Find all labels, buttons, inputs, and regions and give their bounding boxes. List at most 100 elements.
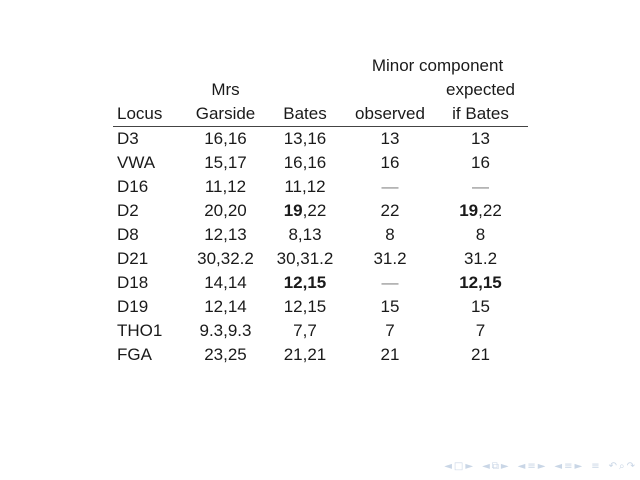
value-cell: 16 — [433, 151, 528, 175]
allele-text: 12,15 — [283, 297, 327, 316]
nav-symbol-icon[interactable]: ◄ — [554, 461, 563, 472]
value-cell: 7,7 — [263, 319, 347, 343]
allele-text: 13 — [380, 129, 400, 148]
value-cell: 9.3,9.3 — [188, 319, 263, 343]
value-cell: 30,32.2 — [188, 247, 263, 271]
section-nav: ◄ ≡ ► — [554, 461, 582, 473]
value-cell: 15,17 — [188, 151, 263, 175]
minor-component-header: Minor component — [371, 56, 504, 75]
value-cell: 12,15 — [263, 271, 347, 295]
highlighted-allele: 12,15 — [283, 273, 327, 292]
value-cell: 13,16 — [263, 127, 347, 152]
value-cell: 8 — [433, 223, 528, 247]
value-cell: 16,16 — [263, 151, 347, 175]
value-cell: 19,22 — [263, 199, 347, 223]
nav-symbol-icon[interactable]: ► — [537, 461, 546, 472]
locus-cell: D18 — [117, 273, 149, 292]
highlighted-allele: 12,15 — [459, 273, 502, 292]
value-cell: 21 — [347, 343, 433, 367]
table-row: D2 20,20 19,22 22 19,22 — [113, 199, 528, 223]
allele-text: 22 — [380, 201, 400, 220]
value-cell: 8 — [347, 223, 433, 247]
allele-text: 30,32.2 — [197, 249, 254, 268]
nav-symbol-icon[interactable]: ≡ — [591, 461, 600, 472]
locus-cell: D3 — [117, 129, 139, 148]
allele-text: 31.2 — [373, 249, 407, 268]
allele-text: 8 — [475, 225, 486, 244]
highlighted-allele: 19 — [459, 201, 479, 220]
header-spacer — [263, 78, 347, 102]
expected-header: expected — [446, 80, 515, 99]
mrs-header: Mrs — [211, 80, 240, 99]
highlighted-allele: 19 — [283, 201, 303, 220]
allele-text: 16,16 — [283, 153, 327, 172]
nav-symbol-icon[interactable]: ≡ — [564, 461, 573, 472]
header-spacer — [113, 78, 188, 102]
value-cell: 31.2 — [347, 247, 433, 271]
value-cell: 7 — [433, 319, 528, 343]
allele-text: 12,14 — [204, 297, 247, 316]
frame-back-forward-nav: ◄ □ ► — [444, 461, 473, 473]
locus-cell: FGA — [117, 345, 152, 364]
allele-text: 21 — [380, 345, 400, 364]
nav-symbol-icon[interactable]: ► — [465, 461, 474, 472]
nav-symbol-icon[interactable]: □ — [453, 461, 464, 472]
value-cell: 8,13 — [263, 223, 347, 247]
allele-text: 11,12 — [204, 177, 247, 196]
allele-text: 21 — [471, 345, 490, 364]
value-cell: 12,15 — [263, 295, 347, 319]
locus-cell: D2 — [117, 201, 139, 220]
allele-text: — — [381, 177, 399, 196]
value-cell: — — [347, 271, 433, 295]
allele-text: 15 — [380, 297, 400, 316]
value-cell: 21,21 — [263, 343, 347, 367]
value-cell: 21 — [433, 343, 528, 367]
value-cell: 16,16 — [188, 127, 263, 152]
value-cell: 7 — [347, 319, 433, 343]
nav-symbol-icon[interactable]: ⌕ — [619, 461, 625, 472]
column-header-bates: Bates — [263, 102, 347, 127]
table-row: D3 16,16 13,16 13 13 — [113, 127, 528, 152]
allele-text: 15 — [471, 297, 490, 316]
value-cell: 12,14 — [188, 295, 263, 319]
table-row: FGA 23,25 21,21 21 21 — [113, 343, 528, 367]
header-row-sub: Mrs expected — [113, 78, 528, 102]
allele-text: ,22 — [478, 201, 502, 220]
allele-text: 11,12 — [284, 177, 326, 196]
presentation-end-nav: ≡ — [591, 461, 599, 473]
nav-symbol-icon[interactable]: ≡ — [527, 461, 536, 472]
beamer-navigation-bar: ◄ □ ► ◄ ⧉ ► ◄ ≡ ► ◄ ≡ ► ≡ ↶ ⌕ ↷ — [444, 461, 635, 473]
table-row: VWA 15,17 16,16 16 16 — [113, 151, 528, 175]
allele-text: 23,25 — [204, 345, 247, 364]
value-cell: 12,13 — [188, 223, 263, 247]
allele-text: 21,21 — [283, 345, 327, 364]
allele-text: 16,16 — [204, 129, 247, 148]
value-cell: — — [347, 175, 433, 199]
nav-symbol-icon[interactable]: ↷ — [626, 461, 635, 472]
value-cell: 22 — [347, 199, 433, 223]
allele-text: — — [472, 177, 489, 196]
subsection-nav: ◄ ≡ ► — [518, 461, 546, 473]
column-header-if-bates: if Bates — [433, 102, 528, 127]
nav-symbol-icon[interactable]: ► — [574, 461, 583, 472]
allele-text: 30,31.2 — [276, 249, 334, 268]
table-row: D16 11,12 11,12 — — — [113, 175, 528, 199]
nav-symbol-icon[interactable]: ◄ — [517, 461, 526, 472]
allele-text: 7,7 — [293, 321, 317, 340]
nav-symbol-icon[interactable]: ► — [500, 461, 509, 472]
value-cell: 20,20 — [188, 199, 263, 223]
nav-symbol-icon[interactable]: ↶ — [608, 461, 617, 472]
nav-symbol-icon[interactable]: ⧉ — [491, 461, 499, 472]
value-cell: 11,12 — [263, 175, 347, 199]
nav-symbol-icon[interactable]: ◄ — [482, 461, 490, 472]
value-cell: 13 — [433, 127, 528, 152]
table-row: D18 14,14 12,15 — 12,15 — [113, 271, 528, 295]
header-spacer — [347, 78, 433, 102]
allele-text: 15,17 — [204, 153, 247, 172]
locus-cell: D19 — [117, 297, 149, 316]
nav-symbol-icon[interactable]: ◄ — [444, 461, 452, 472]
allele-text: 9.3,9.3 — [199, 321, 252, 340]
slide-overlay-nav: ◄ ⧉ ► — [482, 461, 509, 473]
allele-text: 14,14 — [204, 273, 247, 292]
